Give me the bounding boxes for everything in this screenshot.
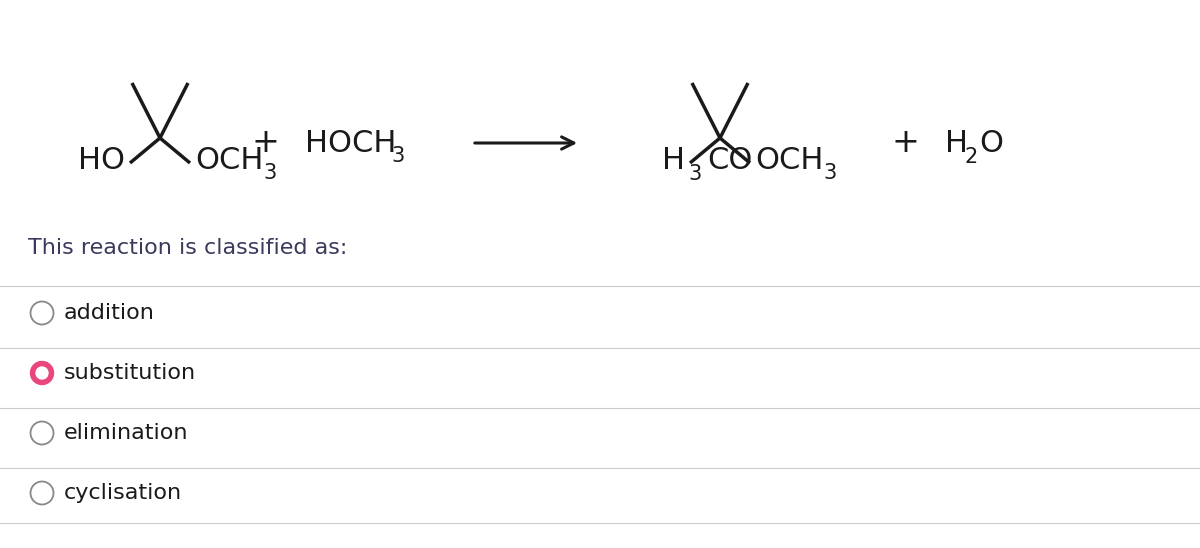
Text: elimination: elimination: [64, 423, 188, 443]
Text: +: +: [251, 127, 278, 159]
Text: 3: 3: [688, 164, 701, 184]
Text: cyclisation: cyclisation: [64, 483, 182, 503]
Text: CO: CO: [707, 146, 752, 174]
Text: HO: HO: [78, 146, 125, 174]
Text: This reaction is classified as:: This reaction is classified as:: [28, 238, 347, 258]
Text: 3: 3: [823, 163, 836, 183]
Circle shape: [36, 367, 48, 379]
Circle shape: [30, 362, 54, 385]
Text: 3: 3: [391, 146, 404, 166]
Text: +: +: [892, 127, 919, 159]
Text: 3: 3: [263, 163, 276, 183]
Text: OCH: OCH: [755, 146, 823, 174]
Text: O: O: [979, 128, 1003, 157]
Text: 2: 2: [965, 147, 978, 167]
Text: addition: addition: [64, 303, 155, 323]
Text: H: H: [662, 146, 685, 174]
Text: substitution: substitution: [64, 363, 196, 383]
Text: H: H: [946, 128, 968, 157]
Text: HOCH: HOCH: [305, 128, 396, 157]
Text: OCH: OCH: [196, 146, 263, 174]
